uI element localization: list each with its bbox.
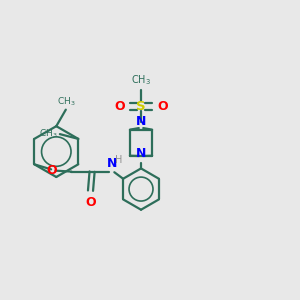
Text: N: N bbox=[136, 147, 146, 160]
Text: O: O bbox=[157, 100, 168, 113]
Text: N: N bbox=[136, 115, 146, 128]
Text: CH$_3$: CH$_3$ bbox=[131, 73, 151, 87]
Text: N: N bbox=[106, 157, 117, 170]
Text: CH$_3$: CH$_3$ bbox=[39, 128, 58, 140]
Text: H: H bbox=[115, 154, 122, 165]
Text: S: S bbox=[136, 100, 146, 113]
Text: O: O bbox=[85, 196, 96, 209]
Text: CH$_3$: CH$_3$ bbox=[56, 95, 75, 108]
Text: O: O bbox=[114, 100, 125, 113]
Text: O: O bbox=[46, 164, 57, 176]
